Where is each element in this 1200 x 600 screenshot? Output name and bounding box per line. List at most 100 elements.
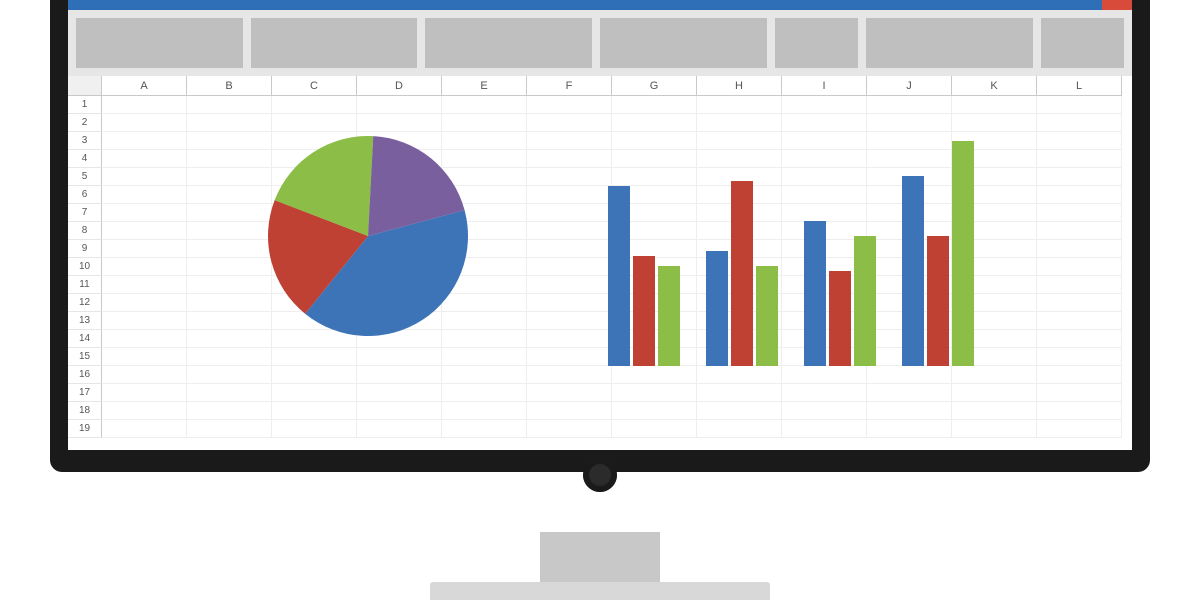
cell[interactable] — [102, 348, 187, 366]
cell[interactable] — [187, 132, 272, 150]
cell[interactable] — [527, 276, 612, 294]
row-header[interactable]: 10 — [68, 258, 102, 276]
cell[interactable] — [357, 330, 442, 348]
cell[interactable] — [782, 366, 867, 384]
column-header[interactable]: L — [1037, 76, 1122, 96]
row-header[interactable]: 11 — [68, 276, 102, 294]
cell[interactable] — [527, 366, 612, 384]
cell[interactable] — [1037, 240, 1122, 258]
cell[interactable] — [782, 150, 867, 168]
ribbon-group[interactable] — [600, 18, 767, 68]
cell[interactable] — [272, 114, 357, 132]
cell[interactable] — [782, 168, 867, 186]
grid-body[interactable]: 12345678910111213141516171819 — [68, 96, 1132, 438]
cell[interactable] — [442, 132, 527, 150]
cell[interactable] — [782, 384, 867, 402]
cell[interactable] — [357, 114, 442, 132]
cell[interactable] — [102, 132, 187, 150]
cell[interactable] — [442, 96, 527, 114]
cell[interactable] — [442, 168, 527, 186]
cell[interactable] — [952, 204, 1037, 222]
cell[interactable] — [782, 420, 867, 438]
cell[interactable] — [357, 312, 442, 330]
cell[interactable] — [1037, 222, 1122, 240]
cell[interactable] — [187, 96, 272, 114]
cell[interactable] — [612, 114, 697, 132]
cell[interactable] — [782, 312, 867, 330]
cell[interactable] — [612, 330, 697, 348]
column-header[interactable]: F — [527, 76, 612, 96]
cell[interactable] — [272, 168, 357, 186]
cell[interactable] — [102, 366, 187, 384]
cell[interactable] — [102, 204, 187, 222]
cell[interactable] — [187, 276, 272, 294]
cell[interactable] — [1037, 348, 1122, 366]
row-header[interactable]: 19 — [68, 420, 102, 438]
cell[interactable] — [442, 240, 527, 258]
cell[interactable] — [697, 258, 782, 276]
row-header[interactable]: 3 — [68, 132, 102, 150]
cell[interactable] — [102, 330, 187, 348]
cell[interactable] — [442, 150, 527, 168]
cell[interactable] — [357, 222, 442, 240]
cell[interactable] — [187, 204, 272, 222]
cell[interactable] — [952, 240, 1037, 258]
cell[interactable] — [867, 294, 952, 312]
cell[interactable] — [782, 294, 867, 312]
cell[interactable] — [697, 384, 782, 402]
ribbon-group[interactable] — [866, 18, 1033, 68]
cell[interactable] — [187, 186, 272, 204]
cell[interactable] — [102, 240, 187, 258]
cell[interactable] — [272, 150, 357, 168]
cell[interactable] — [187, 402, 272, 420]
cell[interactable] — [357, 96, 442, 114]
cell[interactable] — [442, 294, 527, 312]
cell[interactable] — [527, 132, 612, 150]
ribbon-group[interactable] — [425, 18, 592, 68]
cell[interactable] — [527, 168, 612, 186]
column-header[interactable]: K — [952, 76, 1037, 96]
cell[interactable] — [272, 240, 357, 258]
cell[interactable] — [867, 330, 952, 348]
cell[interactable] — [357, 366, 442, 384]
cell[interactable] — [527, 384, 612, 402]
cell[interactable] — [867, 258, 952, 276]
column-header[interactable]: E — [442, 76, 527, 96]
column-header[interactable]: B — [187, 76, 272, 96]
cell[interactable] — [952, 420, 1037, 438]
row-header[interactable]: 4 — [68, 150, 102, 168]
cell[interactable] — [442, 204, 527, 222]
cell[interactable] — [952, 132, 1037, 150]
cell[interactable] — [952, 312, 1037, 330]
cell[interactable] — [1037, 366, 1122, 384]
cell[interactable] — [612, 222, 697, 240]
cell[interactable] — [1037, 402, 1122, 420]
cell[interactable] — [527, 402, 612, 420]
cell[interactable] — [272, 258, 357, 276]
cell[interactable] — [272, 420, 357, 438]
cell[interactable] — [272, 222, 357, 240]
cell[interactable] — [357, 150, 442, 168]
cell[interactable] — [867, 186, 952, 204]
cell[interactable] — [527, 96, 612, 114]
cell[interactable] — [952, 402, 1037, 420]
cell[interactable] — [527, 222, 612, 240]
cell[interactable] — [867, 222, 952, 240]
cell[interactable] — [1037, 186, 1122, 204]
cell[interactable] — [867, 366, 952, 384]
cell[interactable] — [782, 348, 867, 366]
column-header[interactable]: I — [782, 76, 867, 96]
cell[interactable] — [102, 168, 187, 186]
cell[interactable] — [782, 258, 867, 276]
cell[interactable] — [952, 150, 1037, 168]
cell[interactable] — [782, 330, 867, 348]
cell[interactable] — [1037, 276, 1122, 294]
cell[interactable] — [782, 186, 867, 204]
cell[interactable] — [952, 222, 1037, 240]
cell[interactable] — [782, 132, 867, 150]
cell[interactable] — [782, 402, 867, 420]
cell[interactable] — [697, 330, 782, 348]
cell[interactable] — [697, 420, 782, 438]
cell[interactable] — [272, 276, 357, 294]
cell[interactable] — [697, 294, 782, 312]
